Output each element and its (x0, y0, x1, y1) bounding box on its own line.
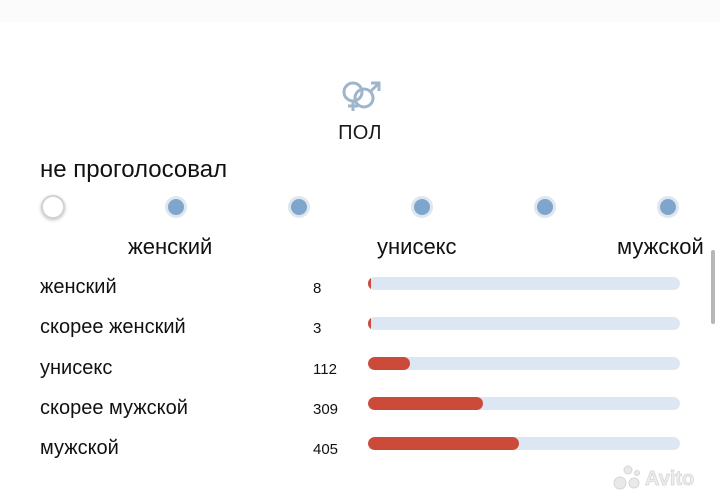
result-label: унисекс (40, 357, 113, 379)
avito-logo-text: Avito (645, 468, 694, 490)
slider-option-3[interactable] (288, 196, 310, 218)
result-bar-fill (368, 277, 372, 290)
result-bar-track (368, 317, 680, 330)
result-label: женский (40, 276, 117, 298)
gender-icon (342, 81, 381, 111)
result-bar-fill (368, 357, 411, 370)
result-label: скорее мужской (40, 397, 188, 419)
scale-label-right: мужской (617, 234, 704, 259)
result-count: 309 (313, 401, 339, 418)
result-count: 112 (313, 361, 337, 378)
slider-option-2[interactable] (165, 196, 187, 218)
result-bar-track (368, 397, 680, 410)
result-bar-fill (368, 317, 371, 330)
result-label: скорее женский (40, 316, 186, 338)
result-bar-fill (368, 437, 520, 450)
result-bar-fill (368, 397, 484, 410)
avito-watermark: Avito (613, 465, 695, 490)
scale-label-center: унисекс (377, 234, 457, 259)
avito-logo-icon (613, 465, 640, 490)
result-bar-track (368, 357, 680, 370)
result-bar-track (368, 277, 680, 290)
scrollbar-thumb[interactable] (711, 250, 715, 324)
result-count: 8 (313, 280, 322, 297)
slider-option-5[interactable] (534, 196, 556, 218)
result-count: 405 (313, 441, 339, 458)
top-strip (0, 0, 720, 22)
slider-option-4[interactable] (411, 196, 433, 218)
slider-option-1[interactable] (41, 195, 65, 219)
result-bar-track (368, 437, 680, 450)
vote-status: не проголосовал (40, 156, 228, 183)
result-count: 3 (313, 320, 322, 337)
result-label: мужской (40, 437, 119, 459)
slider-option-6[interactable] (657, 196, 679, 218)
scale-label-left: женский (128, 234, 213, 259)
section-title: ПОЛ (338, 122, 382, 144)
